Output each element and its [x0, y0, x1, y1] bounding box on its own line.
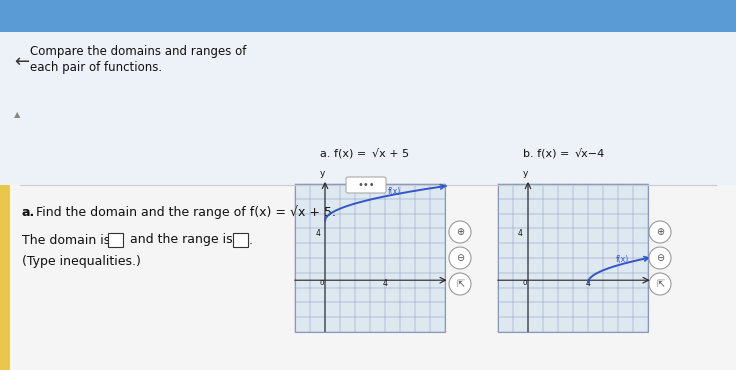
- Bar: [0, 185, 10, 370]
- Text: 4: 4: [586, 279, 590, 288]
- Text: f(x): f(x): [388, 188, 401, 196]
- Text: 4: 4: [315, 229, 320, 238]
- Circle shape: [449, 221, 471, 243]
- Bar: [0, 185, 736, 370]
- Text: and the range is: and the range is: [126, 233, 237, 246]
- Text: ⇱: ⇱: [456, 279, 464, 289]
- Text: x: x: [453, 276, 459, 285]
- Text: ⇱: ⇱: [656, 279, 664, 289]
- FancyBboxPatch shape: [346, 177, 386, 193]
- Text: •••: •••: [357, 180, 375, 190]
- Text: Compare the domains and ranges of: Compare the domains and ranges of: [30, 46, 247, 58]
- Circle shape: [449, 247, 471, 269]
- Text: ←: ←: [14, 53, 29, 71]
- Bar: [498, 184, 648, 332]
- Bar: [295, 184, 445, 332]
- Text: ⊖: ⊖: [456, 253, 464, 263]
- Text: y: y: [523, 169, 528, 178]
- Text: (Type inequalities.): (Type inequalities.): [22, 256, 141, 269]
- Text: 4: 4: [518, 229, 523, 238]
- Circle shape: [649, 247, 671, 269]
- Text: b. f(x) =: b. f(x) =: [523, 149, 573, 159]
- Text: Find the domain and the range of f(x) = √x + 5.: Find the domain and the range of f(x) = …: [32, 205, 336, 219]
- Text: ⊕: ⊕: [656, 227, 664, 237]
- Text: √x−4: √x−4: [575, 149, 605, 159]
- Text: ▲: ▲: [14, 111, 21, 120]
- Circle shape: [449, 273, 471, 295]
- Circle shape: [649, 273, 671, 295]
- Text: ⊖: ⊖: [656, 253, 664, 263]
- Text: .: .: [249, 233, 253, 246]
- Text: y: y: [319, 169, 325, 178]
- Bar: [0, 0, 736, 185]
- Text: ⊕: ⊕: [456, 227, 464, 237]
- Circle shape: [649, 221, 671, 243]
- Text: each pair of functions.: each pair of functions.: [30, 61, 162, 74]
- Text: f(x): f(x): [616, 255, 629, 264]
- Text: a. f(x) =: a. f(x) =: [320, 149, 370, 159]
- Bar: [233, 233, 248, 247]
- Text: 4: 4: [383, 279, 387, 288]
- Text: The domain is: The domain is: [22, 233, 114, 246]
- Text: x: x: [657, 276, 662, 285]
- Text: 0: 0: [319, 280, 325, 286]
- Bar: [0, 0, 736, 32]
- Bar: [108, 233, 123, 247]
- Text: √x + 5: √x + 5: [372, 149, 409, 159]
- Text: 0: 0: [523, 280, 527, 286]
- Text: a.: a.: [22, 205, 35, 219]
